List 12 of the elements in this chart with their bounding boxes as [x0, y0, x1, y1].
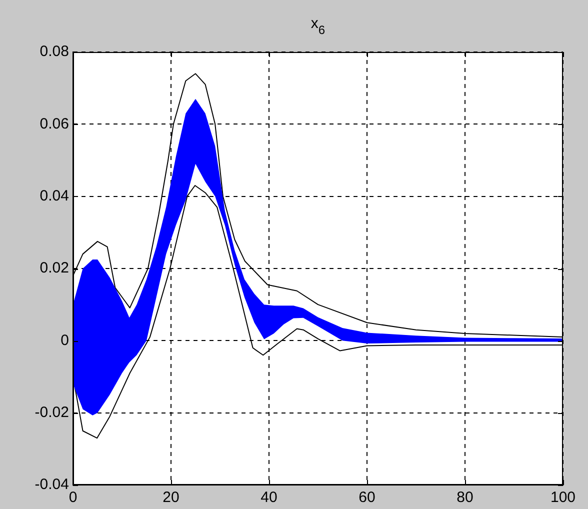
y-tick-label: 0.02 — [40, 260, 69, 277]
y-tick-label: -0.04 — [34, 476, 69, 494]
x-tick-label: 80 — [456, 489, 474, 506]
y-tick-label: 0 — [60, 332, 69, 349]
x-tick-label: 100 — [550, 489, 576, 506]
x-tick-label: 20 — [162, 489, 180, 506]
y-tick-label: 0.08 — [40, 43, 69, 60]
x-tick-label: 60 — [358, 489, 376, 506]
y-tick-label: -0.02 — [34, 404, 69, 421]
y-tick-label: 0.06 — [40, 115, 69, 132]
x-tick-label: 40 — [260, 489, 278, 506]
y-tick-label: 0.04 — [40, 187, 69, 204]
